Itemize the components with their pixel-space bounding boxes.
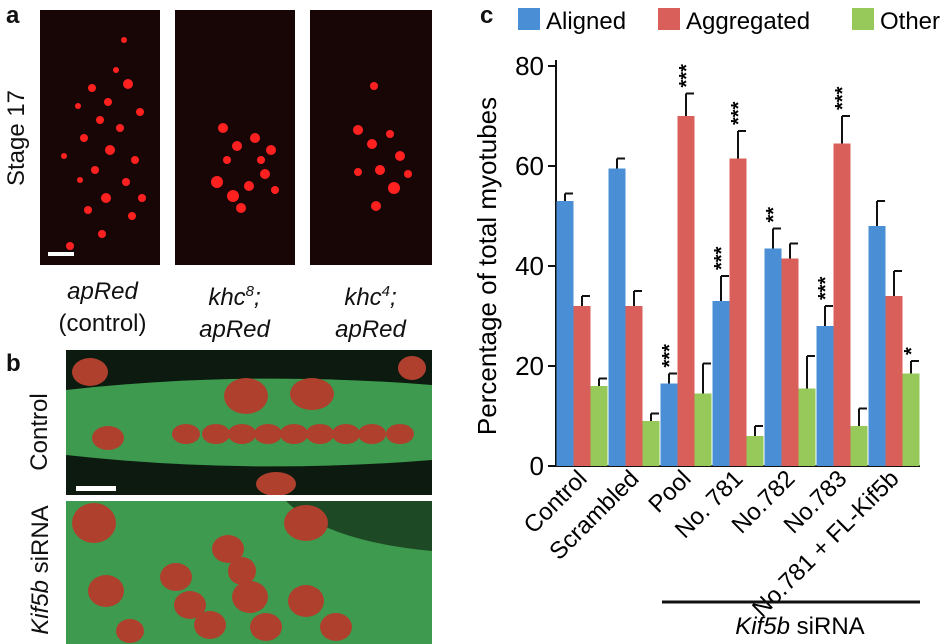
significance-0-2: *** xyxy=(659,344,681,368)
micrograph-kif5b-sirna-myotube xyxy=(66,501,432,644)
bar-1-3 xyxy=(729,158,747,466)
significance-1-2: *** xyxy=(676,64,698,88)
col1-line2: (control) xyxy=(58,310,147,337)
bar-0-5 xyxy=(816,326,834,466)
significance-0-5: *** xyxy=(815,276,837,300)
y-tick-label-0: 0 xyxy=(530,451,544,481)
legend-swatch-1 xyxy=(658,8,680,30)
bar-2-5 xyxy=(850,426,868,466)
column-label-khc8: khc8; apRed xyxy=(172,276,297,346)
panel-a-letter: a xyxy=(6,2,20,29)
bar-2-0 xyxy=(590,386,608,466)
sirna-bracket-label: Kif5b siRNA xyxy=(735,613,864,640)
bar-2-2 xyxy=(694,393,712,466)
bar-2-4 xyxy=(798,388,816,466)
legend-swatch-2 xyxy=(852,8,874,30)
bar-chart: Aligned Aggregated Other 0 20 40 60 80 Percentag… xyxy=(472,8,940,640)
panel-c-letter: c xyxy=(480,2,494,29)
legend-label-0: Aligned xyxy=(546,8,626,35)
significance-1-3: *** xyxy=(728,101,750,125)
bar-1-6 xyxy=(885,296,903,466)
panel-b-kif5b-italic: Kif5b xyxy=(27,580,54,635)
bar-0-0 xyxy=(556,201,574,466)
col3-line2: apRed xyxy=(335,316,406,343)
col2-line2: apRed xyxy=(199,316,270,343)
bar-2-1 xyxy=(642,421,660,466)
bar-2-6 xyxy=(902,373,920,466)
panel-a-row-label: Stage 17 xyxy=(3,89,30,187)
panel-b-kif5b-label: Kif5b siRNA xyxy=(27,505,55,635)
col2-suffix: ; xyxy=(254,284,261,311)
col1-line1: apRed xyxy=(67,278,138,305)
bar-0-3 xyxy=(712,301,730,466)
y-tick-label-4: 80 xyxy=(515,51,544,81)
bar-0-2 xyxy=(660,383,678,466)
y-tick-label-1: 20 xyxy=(515,351,544,381)
micrograph-khc4 xyxy=(310,10,432,265)
micrograph-khc8 xyxy=(175,10,295,265)
bracket-label-italic: Kif5b xyxy=(735,613,796,640)
col2-sup: 8 xyxy=(245,283,255,300)
significance-0-3: *** xyxy=(711,246,733,270)
column-label-khc4: khc4; apRed xyxy=(308,276,433,346)
y-axis-label: Percentage of total myotubes xyxy=(472,97,502,435)
col2-line1: khc xyxy=(208,284,246,311)
panel-b-control-label: Control xyxy=(26,393,53,471)
legend-label-1: Aggregated xyxy=(686,8,810,35)
micrograph-control-myotube xyxy=(66,350,432,495)
column-label-apred-control: apRed (control) xyxy=(40,276,165,340)
col3-sup: 4 xyxy=(381,283,391,300)
y-tick-label-3: 60 xyxy=(515,151,544,181)
legend-swatch-0 xyxy=(518,8,540,30)
bar-1-5 xyxy=(833,143,851,466)
significance-0-4: ** xyxy=(763,207,785,223)
bar-1-4 xyxy=(781,258,799,466)
bar-2-3 xyxy=(746,436,764,466)
bar-0-6 xyxy=(868,226,886,466)
bracket-label-text: siRNA xyxy=(797,613,865,640)
bar-1-0 xyxy=(573,306,591,466)
panel-b-letter: b xyxy=(6,350,21,377)
significance-1-5: *** xyxy=(832,86,854,110)
bar-1-1 xyxy=(625,306,643,466)
significance-2-6: * xyxy=(901,347,923,355)
panel-b-sirna: siRNA xyxy=(27,505,54,574)
col3-suffix: ; xyxy=(390,284,397,311)
bar-0-1 xyxy=(608,168,626,466)
bar-1-2 xyxy=(677,116,695,466)
legend-label-2: Other xyxy=(880,8,940,35)
micrograph-apred-control xyxy=(40,10,160,265)
y-tick-label-2: 40 xyxy=(515,251,544,281)
bar-0-4 xyxy=(764,248,782,466)
col3-line1: khc xyxy=(344,284,382,311)
